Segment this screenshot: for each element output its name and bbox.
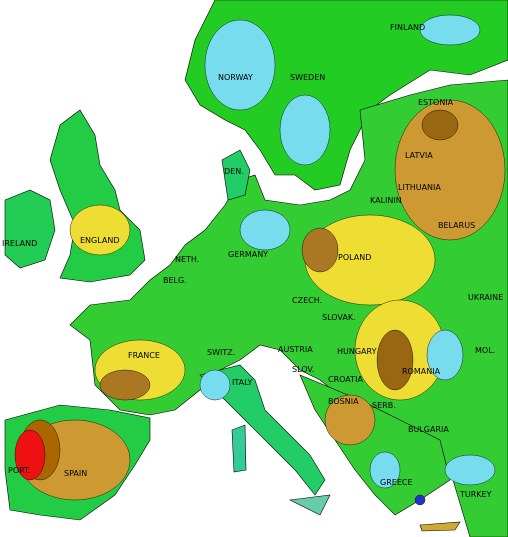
country-label: DEN. — [224, 167, 244, 176]
extreme-dry-area — [14, 429, 46, 481]
country-label: BULGARIA — [408, 425, 449, 434]
anomaly-fields — [14, 14, 506, 506]
dry-area — [324, 394, 376, 446]
denmark — [221, 149, 251, 201]
country-label: KALININ — [370, 196, 402, 205]
very-dry-area — [421, 109, 459, 141]
sicily — [288, 494, 331, 516]
dry-area — [69, 204, 131, 256]
country-label: POLAND — [338, 253, 371, 262]
country-label: CROATIA — [328, 375, 363, 384]
wet-area — [419, 14, 481, 46]
country-label: FINLAND — [390, 23, 425, 32]
wet-area — [426, 329, 464, 381]
country-label: PORT. — [8, 466, 31, 475]
country-label: AUSTRIA — [278, 345, 313, 354]
country-label: SWEDEN — [290, 73, 325, 82]
country-label: NORWAY — [218, 73, 253, 82]
country-label: HUNGARY — [337, 347, 377, 356]
country-label: ESTONIA — [418, 98, 454, 107]
country-label: NETH. — [175, 255, 199, 264]
very-dry-area — [376, 329, 414, 391]
country-label: TURKEY — [459, 490, 492, 499]
wet-area — [279, 94, 331, 166]
very-dry-area — [99, 369, 151, 401]
country-label: SLOVAK. — [322, 313, 356, 322]
ireland — [4, 189, 56, 269]
country-label: LATVIA — [405, 151, 433, 160]
country-label: LITHUANIA — [398, 183, 441, 192]
country-label: CZECH. — [292, 296, 322, 305]
country-label: GREECE — [380, 478, 413, 487]
wet-area — [239, 209, 291, 251]
dry-area — [394, 99, 506, 241]
wet-area — [444, 454, 496, 486]
country-label: SWITZ. — [207, 348, 235, 357]
crete — [419, 521, 461, 532]
country-label: MOL. — [475, 346, 495, 355]
italy — [199, 364, 326, 496]
country-label: UKRAINE — [468, 293, 503, 302]
extreme-wet-area — [414, 494, 426, 506]
country-labels: FINLAND NORWAY SWEDEN ESTONIA LATVIA DEN. LITH… — [2, 23, 503, 499]
country-label: GERMANY — [228, 250, 268, 259]
wet-area — [199, 369, 231, 401]
country-label: ENGLAND — [80, 236, 120, 245]
country-label: BOSNIA — [328, 397, 359, 406]
country-label: BELARUS — [438, 221, 475, 230]
wet-area — [204, 19, 276, 111]
sardinia — [231, 424, 247, 473]
country-label: BELG. — [163, 276, 187, 285]
country-label: SERB. — [372, 401, 396, 410]
country-label: SPAIN — [64, 469, 87, 478]
very-dry-area — [301, 227, 339, 273]
country-label: SLOV. — [292, 365, 314, 374]
wet-area — [369, 451, 401, 489]
country-label: IRELAND — [2, 239, 37, 248]
country-label: ITALY — [232, 378, 252, 387]
country-label: FRANCE — [128, 351, 160, 360]
country-label: ROMANIA — [402, 367, 441, 376]
